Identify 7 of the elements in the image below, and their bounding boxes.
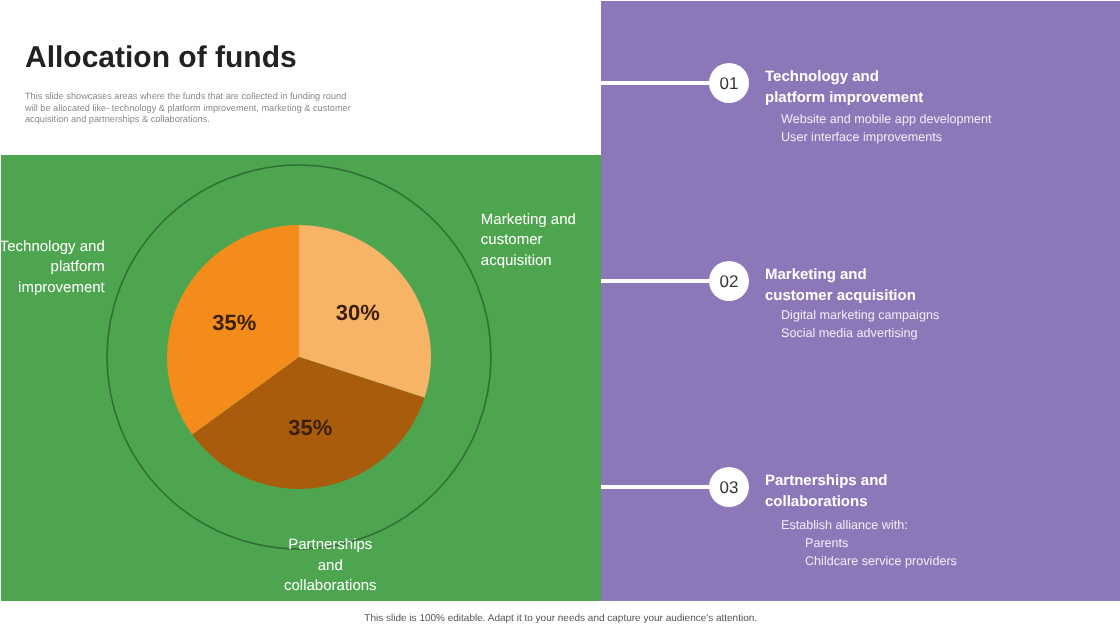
text: 03: [719, 477, 739, 497]
text: 01: [719, 73, 739, 93]
text: 02: [719, 271, 739, 291]
data-label: 30%: [335, 302, 381, 327]
data-label: 35%: [288, 416, 333, 441]
data-label: 35%: [212, 312, 257, 337]
chart-title: Allocation of funds: [25, 41, 297, 75]
